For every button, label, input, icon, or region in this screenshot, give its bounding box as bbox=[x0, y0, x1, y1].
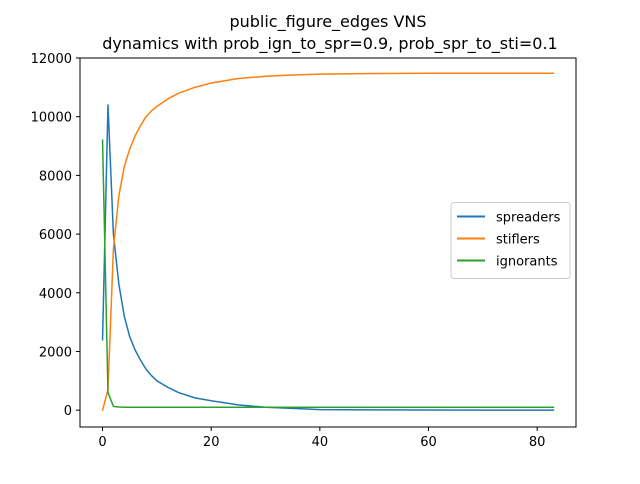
legend-label-stiflers: stiflers bbox=[496, 233, 540, 248]
chart-subtitle: dynamics with prob_ign_to_spr=0.9, prob_… bbox=[102, 34, 557, 54]
x-axis: 0 20 40 60 80 bbox=[98, 427, 545, 450]
y-tick-label: 8000 bbox=[39, 169, 72, 184]
y-tick-label: 2000 bbox=[39, 345, 72, 360]
x-tick-label: 40 bbox=[312, 435, 329, 450]
y-tick-label: 6000 bbox=[39, 228, 72, 243]
x-tick-label: 0 bbox=[98, 435, 106, 450]
y-tick-label: 0 bbox=[64, 404, 72, 419]
y-tick-label: 4000 bbox=[39, 287, 72, 302]
plot-frame bbox=[79, 57, 577, 428]
x-tick-label: 60 bbox=[420, 435, 437, 450]
y-axis: 0 2000 4000 6000 8000 10000 12000 bbox=[31, 52, 80, 419]
legend-label-ignorants: ignorants bbox=[496, 255, 558, 270]
series-layer bbox=[101, 72, 555, 412]
chart-title: public_figure_edges VNS bbox=[229, 12, 426, 32]
y-tick-label: 12000 bbox=[31, 52, 72, 67]
series-line-stiflers bbox=[101, 72, 555, 412]
legend-label-spreaders: spreaders bbox=[496, 211, 561, 226]
y-tick-label: 10000 bbox=[31, 111, 72, 126]
x-tick-label: 80 bbox=[529, 435, 546, 450]
x-tick-label: 20 bbox=[203, 435, 220, 450]
series-line-ignorants bbox=[101, 139, 555, 408]
series-line-spreaders bbox=[101, 104, 555, 411]
legend: spreaders stiflers ignorants bbox=[450, 202, 571, 279]
